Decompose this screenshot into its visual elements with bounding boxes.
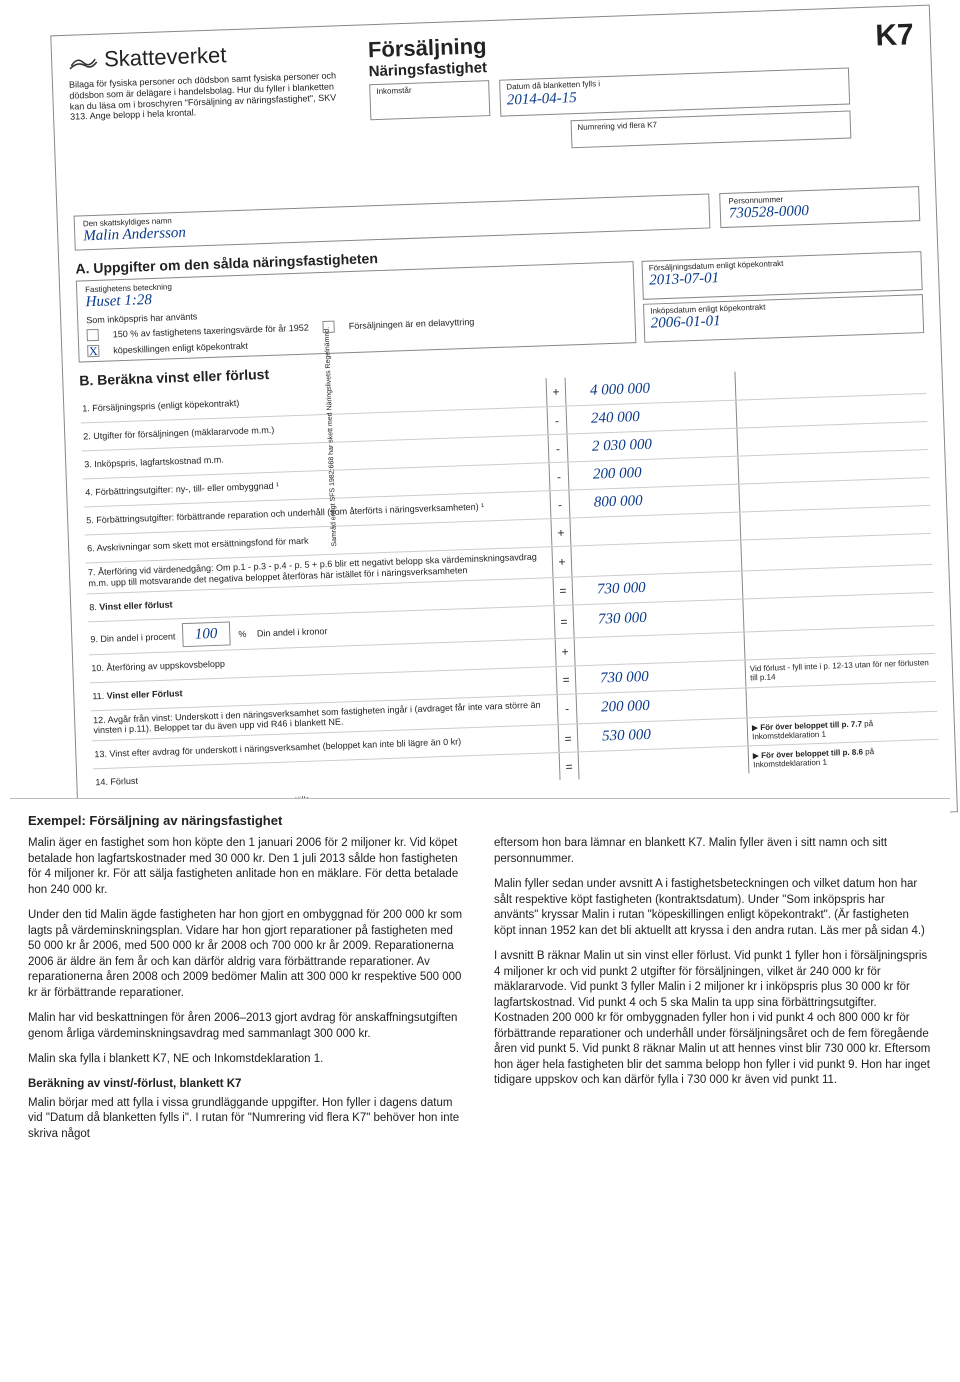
- agency-logo: Skatteverket: [68, 38, 349, 74]
- calc-note: [741, 517, 931, 528]
- explain-paragraph: Malin ska fylla i blankett K7, NE och In…: [28, 1052, 466, 1068]
- calc-operator: -: [557, 694, 578, 724]
- calc-operator: =: [559, 753, 580, 781]
- inkomstar-label: Inkomstår: [376, 83, 482, 96]
- calc-operator: +: [555, 638, 576, 666]
- calc-operator: =: [558, 725, 579, 753]
- calc-note: [740, 489, 930, 500]
- calc-note: [738, 433, 928, 444]
- calc-value[interactable]: 730 000: [573, 599, 744, 637]
- explain-paragraph: Malin börjar med att fylla i vissa grund…: [28, 1096, 466, 1143]
- percent-value[interactable]: 100: [181, 621, 230, 647]
- calc-value[interactable]: 200 000: [577, 688, 748, 724]
- tax1952-checkbox[interactable]: [87, 329, 99, 341]
- calc-operator: =: [556, 666, 577, 694]
- agency-name: Skatteverket: [104, 42, 227, 72]
- explain-title: Exempel: Försäljning av näringsfastighet: [28, 813, 932, 828]
- calc-note: [739, 461, 929, 472]
- calc-note: [747, 694, 937, 705]
- delavyttring-label: Försäljningen är en delavyttring: [349, 317, 475, 331]
- calc-operator: -: [549, 491, 570, 519]
- kopeskilling-label: köpeskillingen enligt köpekontrakt: [113, 341, 248, 356]
- calc-note: [737, 405, 927, 416]
- tax1952-label: 150 % av fastighetens taxeringsvärde för…: [113, 323, 309, 340]
- explain-paragraph: I avsnitt B räknar Malin ut sin vinst el…: [494, 949, 932, 1089]
- calc-value[interactable]: [571, 541, 742, 577]
- calc-operator: =: [553, 577, 574, 605]
- k7-form: Samråd enligt SFS 1982:668 har skett med…: [50, 5, 958, 843]
- calc-operator: +: [551, 546, 572, 576]
- calc-operator: +: [546, 378, 567, 407]
- calc-operator: +: [550, 518, 571, 546]
- calc-note: ▶ För över beloppet till p. 7.7 på Inkom…: [748, 714, 939, 743]
- calc-note: ▶ För över beloppet till p. 8.6 på Inkom…: [749, 742, 940, 771]
- explain-paragraph: Malin äger en fastighet som hon köpte de…: [28, 836, 466, 898]
- explain-paragraph: Under den tid Malin ägde fastigheten har…: [28, 908, 466, 1001]
- calc-note: [743, 576, 933, 587]
- calc-operator: -: [548, 435, 569, 463]
- explain-paragraph: eftersom hon bara lämnar en blankett K7.…: [494, 836, 932, 867]
- explain-subheading: Beräkning av vinst/-förlust, blankett K7: [28, 1078, 466, 1090]
- form-code: K7: [875, 18, 915, 53]
- calc-operator: -: [547, 407, 568, 435]
- skatteverket-icon: [68, 48, 99, 73]
- explain-left-column: Malin äger en fastighet som hon köpte de…: [28, 836, 466, 1152]
- calculation-table: 1. Försäljningspris (enligt köpekontrakt…: [80, 365, 940, 796]
- calc-note: [744, 606, 934, 617]
- calc-note: [742, 547, 932, 558]
- explain-paragraph: Malin har vid beskattningen för åren 200…: [28, 1011, 466, 1042]
- calc-value[interactable]: [579, 747, 750, 780]
- calc-operator: =: [553, 605, 574, 638]
- calc-note: [736, 377, 926, 388]
- calc-operator: -: [549, 463, 570, 491]
- example-explanation: Exempel: Försäljning av näringsfastighet…: [10, 798, 950, 1172]
- calc-value[interactable]: 4 000 000: [566, 372, 737, 406]
- explain-right-column: eftersom hon bara lämnar en blankett K7.…: [494, 836, 932, 1152]
- kopeskilling-checkbox[interactable]: X: [87, 345, 99, 357]
- explain-paragraph: Malin fyller sedan under avsnitt A i fas…: [494, 877, 932, 939]
- calc-note: [745, 637, 935, 648]
- inkopspris-chk-label: Som inköpspris har använts: [86, 311, 197, 325]
- numrering-label: Numrering vid flera K7: [577, 114, 843, 132]
- bilaga-text: Bilaga för fysiska personer och dödsbon …: [69, 70, 350, 123]
